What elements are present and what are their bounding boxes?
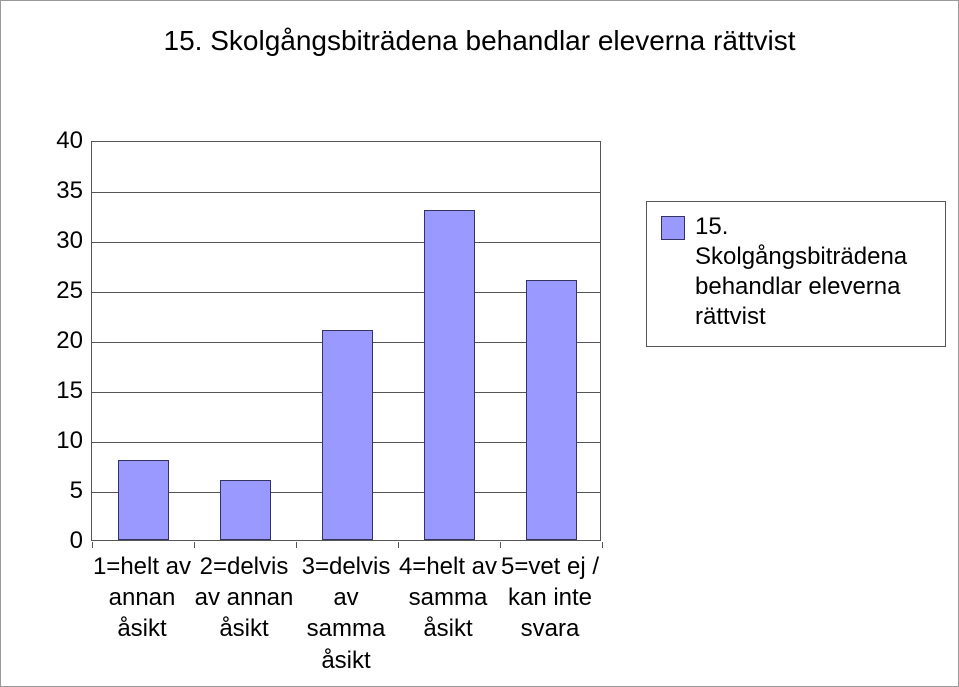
chart-page: 15. Skolgångsbiträdena behandlar elevern… [0, 0, 959, 687]
category-label: 3=delvis av samma åsikt [295, 551, 397, 676]
chart-title: 15. Skolgångsbiträdena behandlar elevern… [1, 25, 958, 57]
legend-item: 15. Skolgångsbiträdena behandlar elevern… [661, 212, 931, 332]
legend-label: 15. Skolgångsbiträdena behandlar elevern… [695, 212, 931, 332]
legend: 15. Skolgångsbiträdena behandlar elevern… [646, 201, 946, 347]
x-tick [398, 542, 399, 548]
bar [424, 210, 475, 540]
y-tick-label: 30 [56, 227, 83, 255]
category-label: 2=delvis av annan åsikt [193, 551, 295, 645]
x-tick [296, 542, 297, 548]
y-tick-label: 5 [70, 477, 83, 505]
bars-group [92, 142, 600, 540]
bar [526, 280, 577, 540]
bar [322, 330, 373, 540]
legend-swatch [661, 216, 685, 240]
chart-area: 0510152025303540 1=helt av annan åsikt2=… [41, 141, 601, 541]
bar [220, 480, 271, 540]
plot-area [91, 141, 601, 541]
category-label: 1=helt av annan åsikt [91, 551, 193, 645]
y-tick-label: 25 [56, 277, 83, 305]
y-tick-label: 40 [56, 127, 83, 155]
x-tick [602, 542, 603, 548]
y-tick-label: 10 [56, 427, 83, 455]
bar [118, 460, 169, 540]
category-label: 5=vet ej / kan inte svara [499, 551, 601, 645]
y-tick-label: 20 [56, 327, 83, 355]
y-tick-label: 0 [70, 527, 83, 555]
y-tick-label: 15 [56, 377, 83, 405]
y-tick-label: 35 [56, 177, 83, 205]
x-tick [92, 542, 93, 548]
x-tick [194, 542, 195, 548]
x-tick [500, 542, 501, 548]
y-axis-labels: 0510152025303540 [41, 141, 91, 541]
category-label: 4=helt av samma åsikt [397, 551, 499, 645]
